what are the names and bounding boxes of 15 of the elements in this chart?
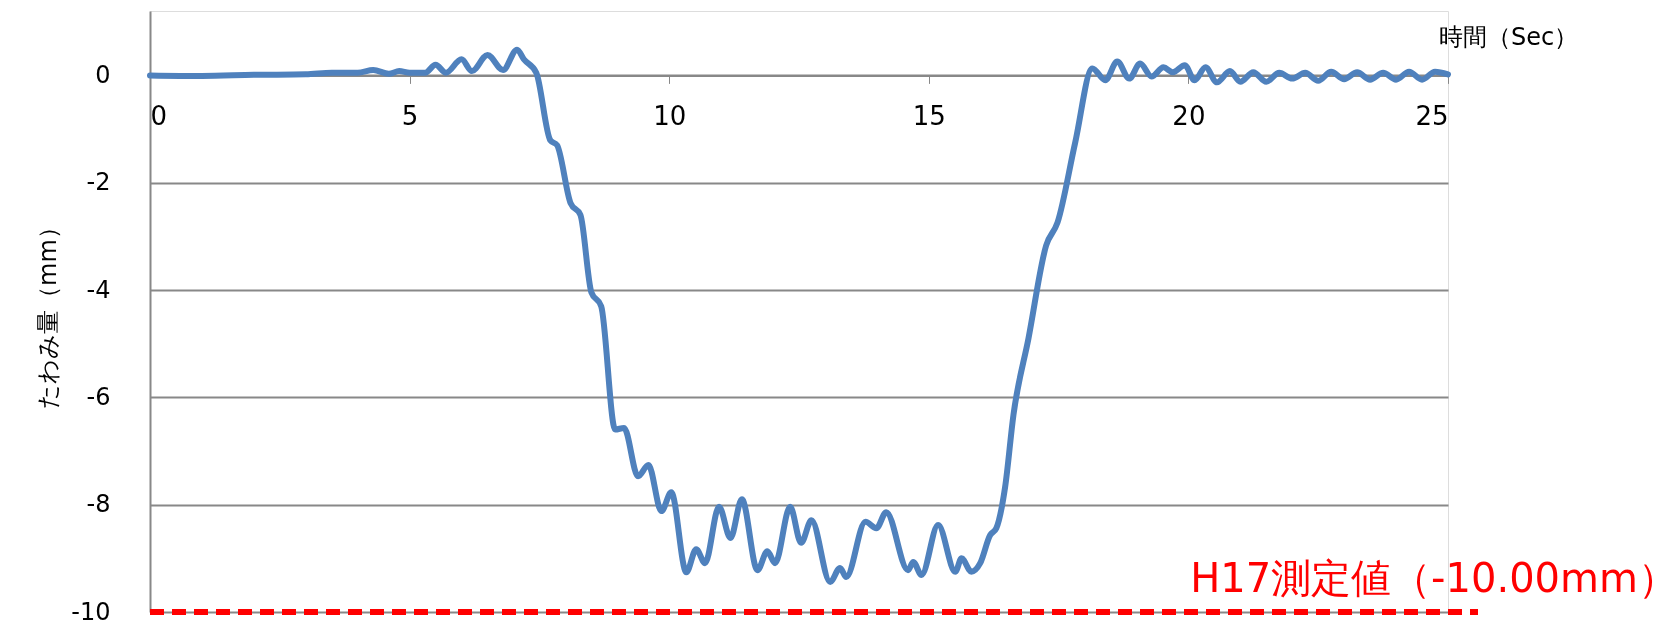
x-tick-label: 10 (653, 100, 687, 131)
y-tick-label: -6 (86, 382, 111, 411)
x-axis-title: 時間（Sec） (1438, 22, 1579, 51)
x-tick-label: 0 (150, 100, 168, 131)
ref-line-label: H17測定値（-10.00mm） (1190, 555, 1678, 601)
y-tick-label: -8 (86, 490, 111, 519)
y-tick-label: -4 (86, 275, 111, 304)
y-tick-label: 0 (95, 60, 111, 89)
x-tick-label: 5 (401, 100, 419, 131)
y-tick-label: -2 (86, 168, 111, 197)
x-tick-label: 25 (1415, 100, 1449, 131)
x-tick-label: 20 (1172, 100, 1206, 131)
y-tick-label: -10 (71, 597, 111, 626)
y-axis-title: たわみ量（mm） (34, 215, 63, 409)
x-tick-label: 15 (912, 100, 946, 131)
